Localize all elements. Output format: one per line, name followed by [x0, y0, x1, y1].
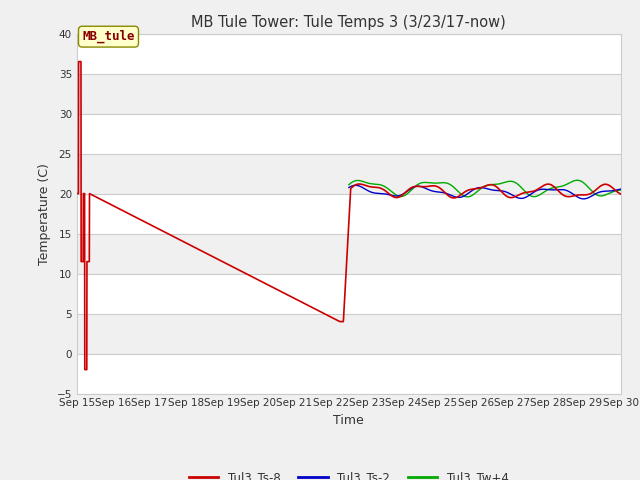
Legend: Tul3_Ts-8, Tul3_Ts-2, Tul3_Tw+4: Tul3_Ts-8, Tul3_Ts-2, Tul3_Tw+4 — [184, 466, 513, 480]
Bar — [77, 114, 621, 154]
Bar — [77, 193, 621, 234]
X-axis label: Time: Time — [333, 414, 364, 427]
Bar — [77, 34, 621, 73]
Title: MB Tule Tower: Tule Temps 3 (3/23/17-now): MB Tule Tower: Tule Temps 3 (3/23/17-now… — [191, 15, 506, 30]
Bar — [77, 274, 621, 313]
Text: MB_tule: MB_tule — [83, 30, 135, 43]
Bar — [77, 354, 621, 394]
Y-axis label: Temperature (C): Temperature (C) — [38, 163, 51, 264]
